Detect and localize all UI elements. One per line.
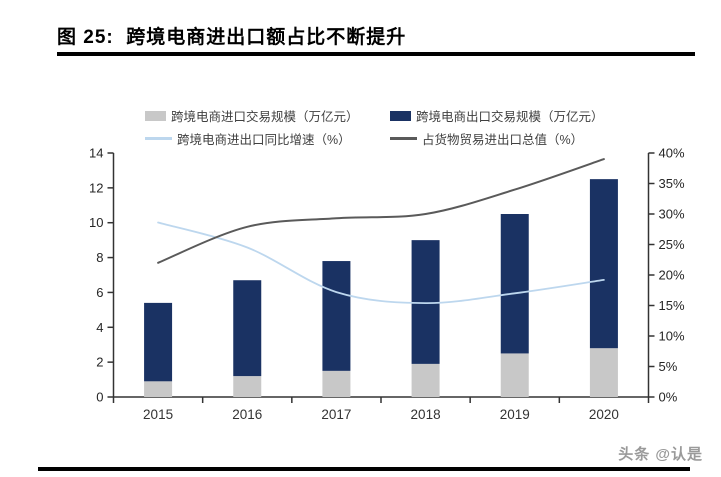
left-axis-tick-label: 2 <box>96 355 103 370</box>
x-axis-label: 2016 <box>232 407 262 422</box>
right-axis-tick-label: 0% <box>659 390 678 405</box>
right-axis-tick-label: 25% <box>659 237 685 252</box>
bar-segment-2016 <box>233 376 262 397</box>
bar-segment-2019 <box>500 214 529 354</box>
bar-segment-2016 <box>233 280 262 377</box>
right-axis-tick-label: 35% <box>659 176 685 191</box>
bar-segment-2017 <box>322 370 351 397</box>
share-line <box>157 158 605 264</box>
right-axis-tick-label: 5% <box>659 359 678 374</box>
bar-segment-2019 <box>500 353 529 397</box>
right-axis-tick-label: 30% <box>659 207 685 222</box>
legend-label-share: 占货物贸易进出口总值（%） <box>422 133 584 147</box>
import-bar-swatch-icon <box>145 110 166 121</box>
bar-segment-2015 <box>144 381 173 397</box>
legend-row-2: 跨境电商进出口同比增速（%） 占货物贸易进出口总值（%） <box>145 127 625 150</box>
right-axis-tick-label: 20% <box>659 268 685 283</box>
bar-segment-2017 <box>322 261 351 371</box>
right-axis-tick-label: 40% <box>659 146 685 161</box>
left-axis-tick-label: 14 <box>89 146 103 161</box>
left-axis-tick-label: 12 <box>89 180 103 195</box>
bar-segment-2015 <box>144 302 173 382</box>
legend-row-1: 跨境电商进口交易规模（万亿元） 跨境电商出口交易规模（万亿元） <box>145 104 625 127</box>
bar-segment-2020 <box>589 348 618 397</box>
x-axis-label: 2015 <box>143 407 173 422</box>
legend-item-share-line: 占货物贸易进出口总值（%） <box>390 129 583 148</box>
share-line-swatch-icon <box>390 137 417 140</box>
chart-legend: 跨境电商进口交易规模（万亿元） 跨境电商出口交易规模（万亿元） 跨境电商进出口同… <box>145 104 625 150</box>
bar-segment-2020 <box>589 179 618 349</box>
right-axis-tick-label: 15% <box>659 298 685 313</box>
left-axis-tick-label: 8 <box>96 250 103 265</box>
left-axis-tick-label: 0 <box>96 390 103 405</box>
legend-label-export: 跨境电商出口交易规模（万亿元） <box>416 110 604 124</box>
bottom-rule <box>38 467 690 471</box>
bar-segment-2018 <box>411 363 440 397</box>
growth-line-swatch-icon <box>145 137 172 140</box>
watermark: 头条 @认是 <box>618 446 703 463</box>
combo-chart: 0 2 4 6 8 10 12 14 0% 5% 10% 15% 20% 25% 30% 35% 40% 2015… <box>89 146 685 423</box>
export-bar-swatch-icon <box>390 110 411 121</box>
legend-label-import: 跨境电商进口交易规模（万亿元） <box>171 110 359 124</box>
x-axis-label: 2020 <box>589 407 619 422</box>
x-axis-label: 2019 <box>500 407 530 422</box>
legend-item-growth-line: 跨境电商进出口同比增速（%） <box>145 129 390 148</box>
chart-plot-area: 0 2 4 6 8 10 12 14 0% 5% 10% 15% 20% 25% 30% 35% 40% 2015… <box>0 88 721 443</box>
growth-line <box>157 221 605 305</box>
left-axis-tick-label: 4 <box>96 320 103 335</box>
title-underline <box>57 52 695 56</box>
legend-label-growth: 跨境电商进出口同比增速（%） <box>177 133 351 147</box>
left-axis-tick-label: 10 <box>89 215 103 230</box>
legend-item-export-bar: 跨境电商出口交易规模（万亿元） <box>390 106 604 125</box>
left-axis-tick-label: 6 <box>96 285 103 300</box>
figure-title: 图 25: 跨境电商进出口额占比不断提升 <box>57 27 407 48</box>
x-axis-label: 2018 <box>411 407 441 422</box>
legend-item-import-bar: 跨境电商进口交易规模（万亿元） <box>145 106 390 125</box>
right-axis-tick-label: 10% <box>659 329 685 344</box>
x-axis-label: 2017 <box>321 407 351 422</box>
